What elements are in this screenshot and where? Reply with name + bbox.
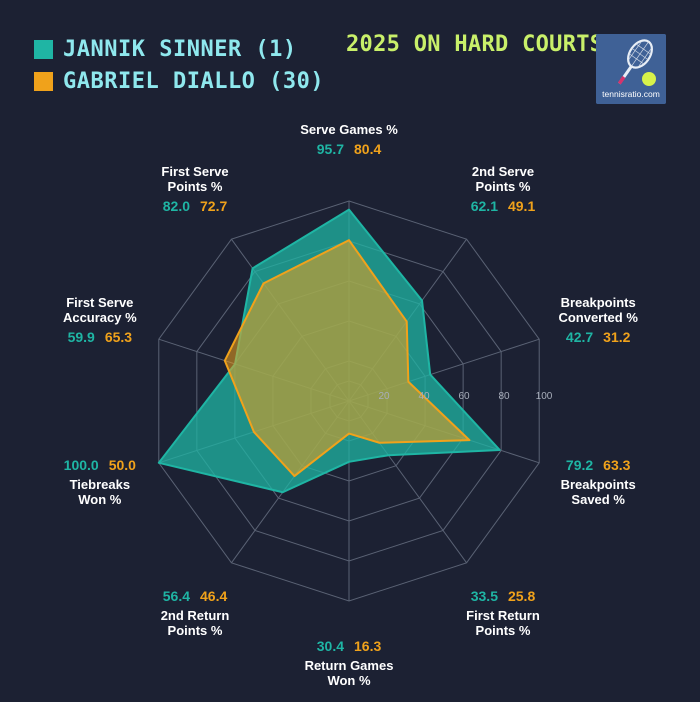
value-label-diallo: 72.7 bbox=[200, 198, 228, 215]
axis-values: 42.7 31.2 bbox=[523, 329, 673, 345]
value-label-diallo: 80.4 bbox=[354, 140, 382, 157]
axis-values: 79.2 63.3 bbox=[523, 457, 673, 473]
value-label-diallo: 49.1 bbox=[507, 198, 536, 215]
axis-values: 62.1 49.1 bbox=[428, 198, 578, 214]
r-tick-label: 60 bbox=[458, 391, 470, 402]
value-label-sinner: 95.7 bbox=[316, 140, 344, 157]
legend-label-sinner: JANNIK SINNER (1) bbox=[63, 36, 297, 62]
legend-swatch-diallo bbox=[34, 71, 53, 91]
value-label-sinner: 100.0 bbox=[63, 456, 99, 473]
value-label-diallo: 16.3 bbox=[354, 638, 382, 654]
logo-text: tennisratio.com bbox=[602, 89, 660, 99]
axis-label: First Serve Points % bbox=[161, 164, 229, 195]
value-label-diallo: 63.3 bbox=[603, 456, 631, 473]
value-label-diallo: 50.0 bbox=[108, 456, 136, 473]
axis-values: 100.0 50.0 bbox=[25, 457, 175, 473]
legend-item-diallo: GABRIEL DIALLO (30) bbox=[34, 65, 324, 97]
axis-label: Tiebreaks Won % bbox=[69, 476, 131, 507]
r-tick-label: 20 bbox=[378, 391, 390, 402]
value-label-sinner: 56.4 bbox=[162, 587, 190, 604]
r-tick-label: 100 bbox=[536, 391, 553, 402]
value-label-sinner: 33.5 bbox=[470, 587, 498, 604]
legend-label-diallo: GABRIEL DIALLO (30) bbox=[63, 68, 325, 94]
value-label-sinner: 79.2 bbox=[565, 456, 594, 473]
legend-swatch-sinner bbox=[34, 39, 53, 59]
axis-label: 2nd Serve Points % bbox=[471, 164, 535, 195]
legend-item-sinner: JANNIK SINNER (1) bbox=[34, 33, 324, 65]
value-label-sinner: 59.9 bbox=[67, 329, 95, 346]
value-label-sinner: 42.7 bbox=[565, 329, 594, 346]
value-label-diallo: 46.4 bbox=[200, 587, 228, 604]
value-label-sinner: 30.4 bbox=[316, 638, 344, 654]
r-tick-label: 80 bbox=[498, 391, 510, 402]
axis-label: 2nd Return Points % bbox=[160, 607, 230, 638]
axis-values: 82.0 72.7 bbox=[120, 198, 270, 214]
tennisratio-logo[interactable]: tennisratio.com bbox=[596, 34, 666, 104]
axis-values: 95.7 80.4 bbox=[274, 141, 424, 157]
series-area-diallo bbox=[223, 239, 471, 478]
axis-label: Breakpoints Converted % bbox=[558, 295, 638, 326]
axis-values: 56.4 46.4 bbox=[120, 588, 270, 604]
value-label-diallo: 25.8 bbox=[507, 587, 536, 604]
value-label-sinner: 62.1 bbox=[470, 198, 498, 215]
value-label-diallo: 65.3 bbox=[104, 329, 133, 346]
value-label-sinner: 82.0 bbox=[162, 198, 190, 215]
r-tick-label: 40 bbox=[418, 391, 430, 402]
axis-values: 30.4 16.3 bbox=[274, 638, 424, 654]
axis-values: 33.5 25.8 bbox=[428, 588, 578, 604]
chart-title: 2025 ON HARD COURTS bbox=[346, 32, 604, 57]
legend: JANNIK SINNER (1) GABRIEL DIALLO (30) bbox=[34, 33, 324, 97]
axis-label: First Return Points % bbox=[466, 607, 540, 638]
axis-label: First Serve Accuracy % bbox=[62, 295, 137, 326]
tennis-racket-ball-icon bbox=[596, 34, 666, 104]
value-label-diallo: 31.2 bbox=[603, 329, 631, 346]
axis-label: Breakpoints Saved % bbox=[560, 476, 636, 507]
axis-label: Serve Games % bbox=[300, 121, 398, 137]
axis-values: 59.9 65.3 bbox=[25, 329, 175, 345]
axis-label: Return Games Won % bbox=[304, 658, 394, 688]
